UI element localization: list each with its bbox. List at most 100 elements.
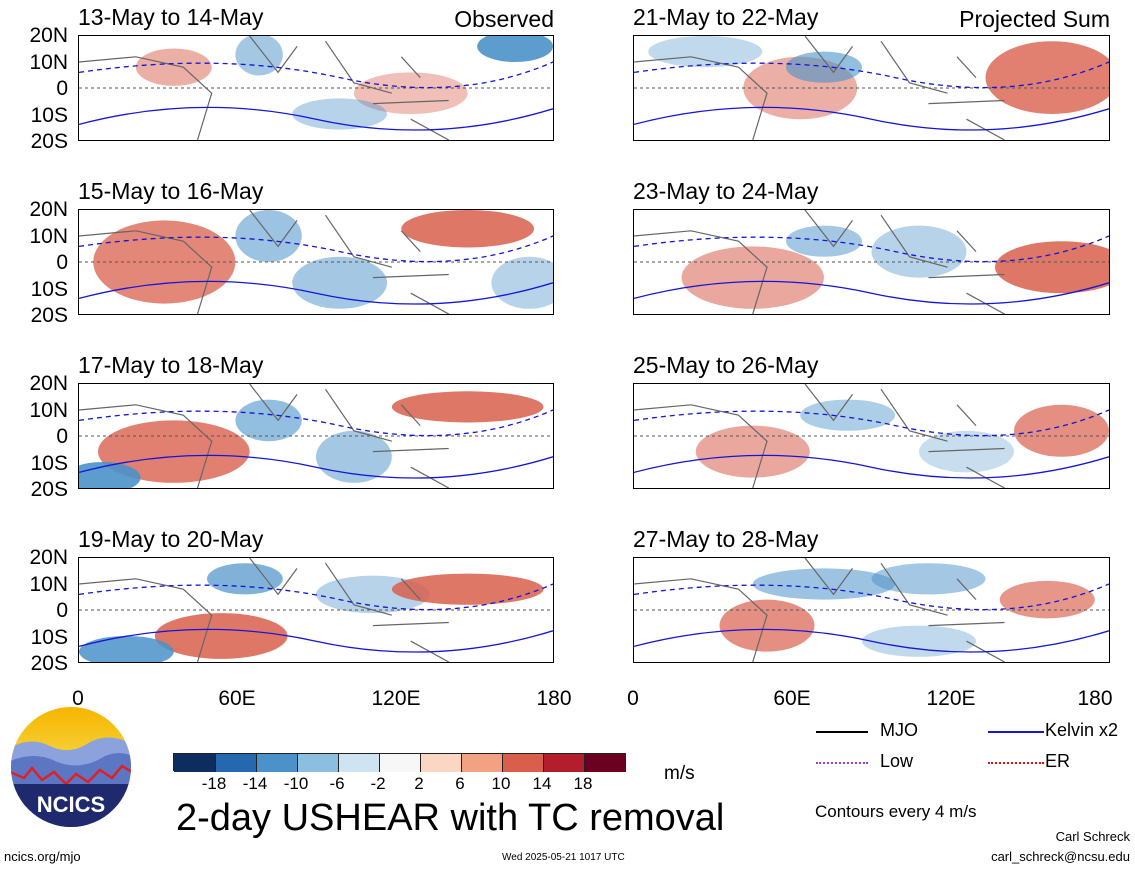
colorbar-swatch (420, 754, 462, 772)
negative-shear-region (235, 210, 302, 262)
kelvin-contour (79, 280, 553, 305)
kelvin-contour-negative (634, 409, 1109, 437)
shear-field-map (634, 210, 1109, 314)
negative-shear-region (206, 563, 283, 595)
main-title: 2-day USHEAR with TC removal (176, 797, 725, 839)
positive-shear-region (135, 48, 212, 86)
positive-shear-region (995, 241, 1109, 294)
colorbar-swatch (256, 754, 298, 772)
colorbar-swatch (215, 754, 257, 772)
kelvin-contour (634, 106, 1109, 131)
lon-label: 60E (773, 687, 811, 710)
lat-label: 0 (56, 425, 68, 448)
colorbar-swatch (338, 754, 380, 772)
footer-site-link[interactable]: ncics.org/mjo (4, 849, 81, 864)
svg-text:NCICS: NCICS (37, 792, 105, 817)
lat-label: 10N (29, 224, 68, 248)
negative-shear-region (871, 563, 986, 595)
map-panel (78, 383, 554, 489)
lat-label: 10S (30, 451, 68, 475)
negative-shear-region (800, 399, 896, 431)
panel-title: 15-May to 16-May (78, 178, 264, 204)
colorbar-swatch (461, 754, 503, 772)
map-panel (78, 557, 554, 663)
panel-corner-label: Projected Sum (959, 6, 1110, 32)
colorbar-tick-label: 6 (455, 774, 465, 793)
shear-field-map (634, 558, 1109, 662)
shear-field-map (634, 384, 1109, 488)
lon-label: 60E (218, 687, 256, 710)
lon-label: 120E (926, 687, 976, 710)
positive-shear-region (719, 599, 815, 652)
negative-shear-region (862, 625, 976, 657)
shear-field-map (79, 210, 553, 314)
lat-label: 20S (30, 652, 68, 675)
legend-label: MJO (880, 720, 918, 740)
kelvin-contour-negative (79, 583, 553, 611)
lat-label: 20N (29, 372, 68, 395)
negative-shear-region (292, 256, 388, 309)
negative-shear-region (786, 225, 862, 257)
er-line-icon (988, 762, 1044, 764)
lat-label: 20S (30, 304, 68, 327)
lon-label: 180 (536, 687, 572, 710)
footer-email[interactable]: carl_schreck@ncsu.edu (991, 849, 1130, 864)
panel-title: 13-May to 14-May (78, 4, 264, 30)
colorbar-tick-label: -14 (242, 774, 268, 793)
lat-label: 20S (30, 478, 68, 501)
lat-label: 10N (29, 398, 68, 422)
negative-shear-region (292, 98, 388, 130)
panel-title: 23-May to 24-May (633, 178, 819, 204)
contour-interval-note: Contours every 4 m/s (815, 802, 977, 821)
lat-label: 0 (56, 599, 68, 622)
map-panel (633, 209, 1110, 315)
positive-shear-region (681, 246, 824, 309)
kelvin-contour (79, 106, 553, 131)
kelvin-contour-negative (79, 409, 553, 437)
colorbar-tick-label: -10 (283, 774, 309, 793)
positive-shear-region (999, 580, 1095, 619)
negative-shear-region (648, 36, 763, 68)
colorbar-units: m/s (664, 763, 695, 784)
positive-shear-region (154, 613, 288, 659)
lat-label: 0 (56, 77, 68, 100)
shear-field-map (634, 36, 1109, 140)
coastline (79, 36, 450, 140)
negative-shear-region (79, 636, 174, 662)
negative-shear-region (235, 36, 283, 76)
map-panel (633, 557, 1110, 663)
coastline (634, 36, 1005, 140)
lat-label: 10S (30, 277, 68, 301)
colorbar-tick-label: -6 (329, 774, 345, 793)
colorbar-swatch (543, 754, 585, 772)
panel-corner-label: Observed (454, 6, 554, 32)
footer-author: Carl Schreck (1055, 829, 1130, 844)
lon-label: 0 (72, 687, 84, 710)
colorbar-swatch (379, 754, 421, 772)
colorbar-tick-label: 2 (414, 774, 424, 793)
panel-title: 21-May to 22-May (633, 4, 819, 30)
kelvin-contour (634, 454, 1109, 479)
colorbar-swatch (174, 754, 216, 772)
legend-label: Low (880, 751, 914, 771)
positive-shear-region (401, 210, 535, 248)
legend-label: Kelvin x2 (1045, 720, 1119, 740)
colorbar-tick-label: 18 (573, 774, 593, 793)
lon-label: 0 (627, 687, 639, 710)
lat-label: 20N (29, 546, 68, 569)
negative-shear-region (491, 256, 553, 309)
lat-label: 0 (56, 251, 68, 274)
panel-title: 25-May to 26-May (633, 352, 819, 378)
lat-label: 10N (29, 572, 68, 596)
lat-label: 10N (29, 50, 68, 74)
positive-shear-region (391, 391, 544, 423)
panel-title: 19-May to 20-May (78, 526, 264, 552)
lat-label: 20N (29, 198, 68, 221)
legend-label: ER (1045, 751, 1071, 771)
kelvin-contour-negative (79, 235, 553, 263)
lon-label: 180 (1077, 687, 1113, 710)
positive-shear-region (695, 425, 810, 478)
panel-title: 27-May to 28-May (633, 526, 819, 552)
kelvin-contour (79, 628, 553, 653)
kelvin-contour (634, 280, 1109, 305)
